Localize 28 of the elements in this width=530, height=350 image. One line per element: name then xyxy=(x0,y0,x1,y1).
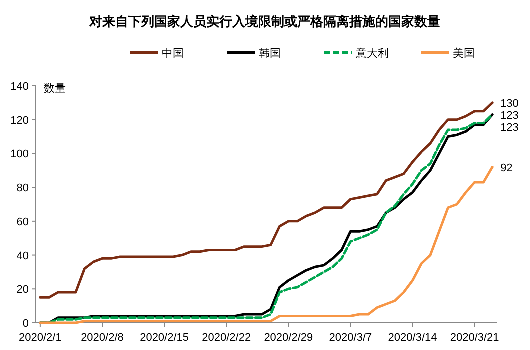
y-tick-label: 0 xyxy=(22,318,29,330)
legend-label: 中国 xyxy=(162,47,184,60)
line-series xyxy=(39,102,494,299)
annotation: 130 xyxy=(500,98,519,110)
annotation: 92 xyxy=(500,162,513,174)
x-tick-label: 2020/3/14 xyxy=(388,332,438,344)
x-tick-label: 2020/2/22 xyxy=(202,332,252,344)
legend-label: 韩国 xyxy=(259,47,281,60)
legend-label: 美国 xyxy=(453,47,475,60)
x-tick-label: 2020/3/7 xyxy=(329,332,372,344)
x-tick-label: 2020/2/29 xyxy=(264,332,314,344)
y-tick-label: 40 xyxy=(16,250,29,262)
x-tick-label: 2020/3/21 xyxy=(450,332,500,344)
y-tick-label: 80 xyxy=(16,182,29,195)
annotation: 123 xyxy=(500,110,519,122)
x-tick-label: 2020/2/1 xyxy=(19,332,62,344)
chart-title: 对来自下列国家人员实行入境限制或严格隔离措施的国家数量 xyxy=(88,14,440,29)
x-tick-label: 2020/2/15 xyxy=(140,332,190,344)
legend-label: 意大利 xyxy=(355,47,389,60)
annotation: 123 xyxy=(500,122,519,134)
y-tick-label: 120 xyxy=(10,114,29,127)
x-tick-label: 2020/2/8 xyxy=(81,332,124,344)
y-tick-label: 60 xyxy=(16,216,29,228)
y-axis-title: 数量 xyxy=(44,83,66,95)
y-tick-label: 20 xyxy=(16,284,29,296)
y-tick-label: 140 xyxy=(10,81,29,93)
y-tick-label: 100 xyxy=(10,148,29,161)
line-series xyxy=(39,166,494,324)
